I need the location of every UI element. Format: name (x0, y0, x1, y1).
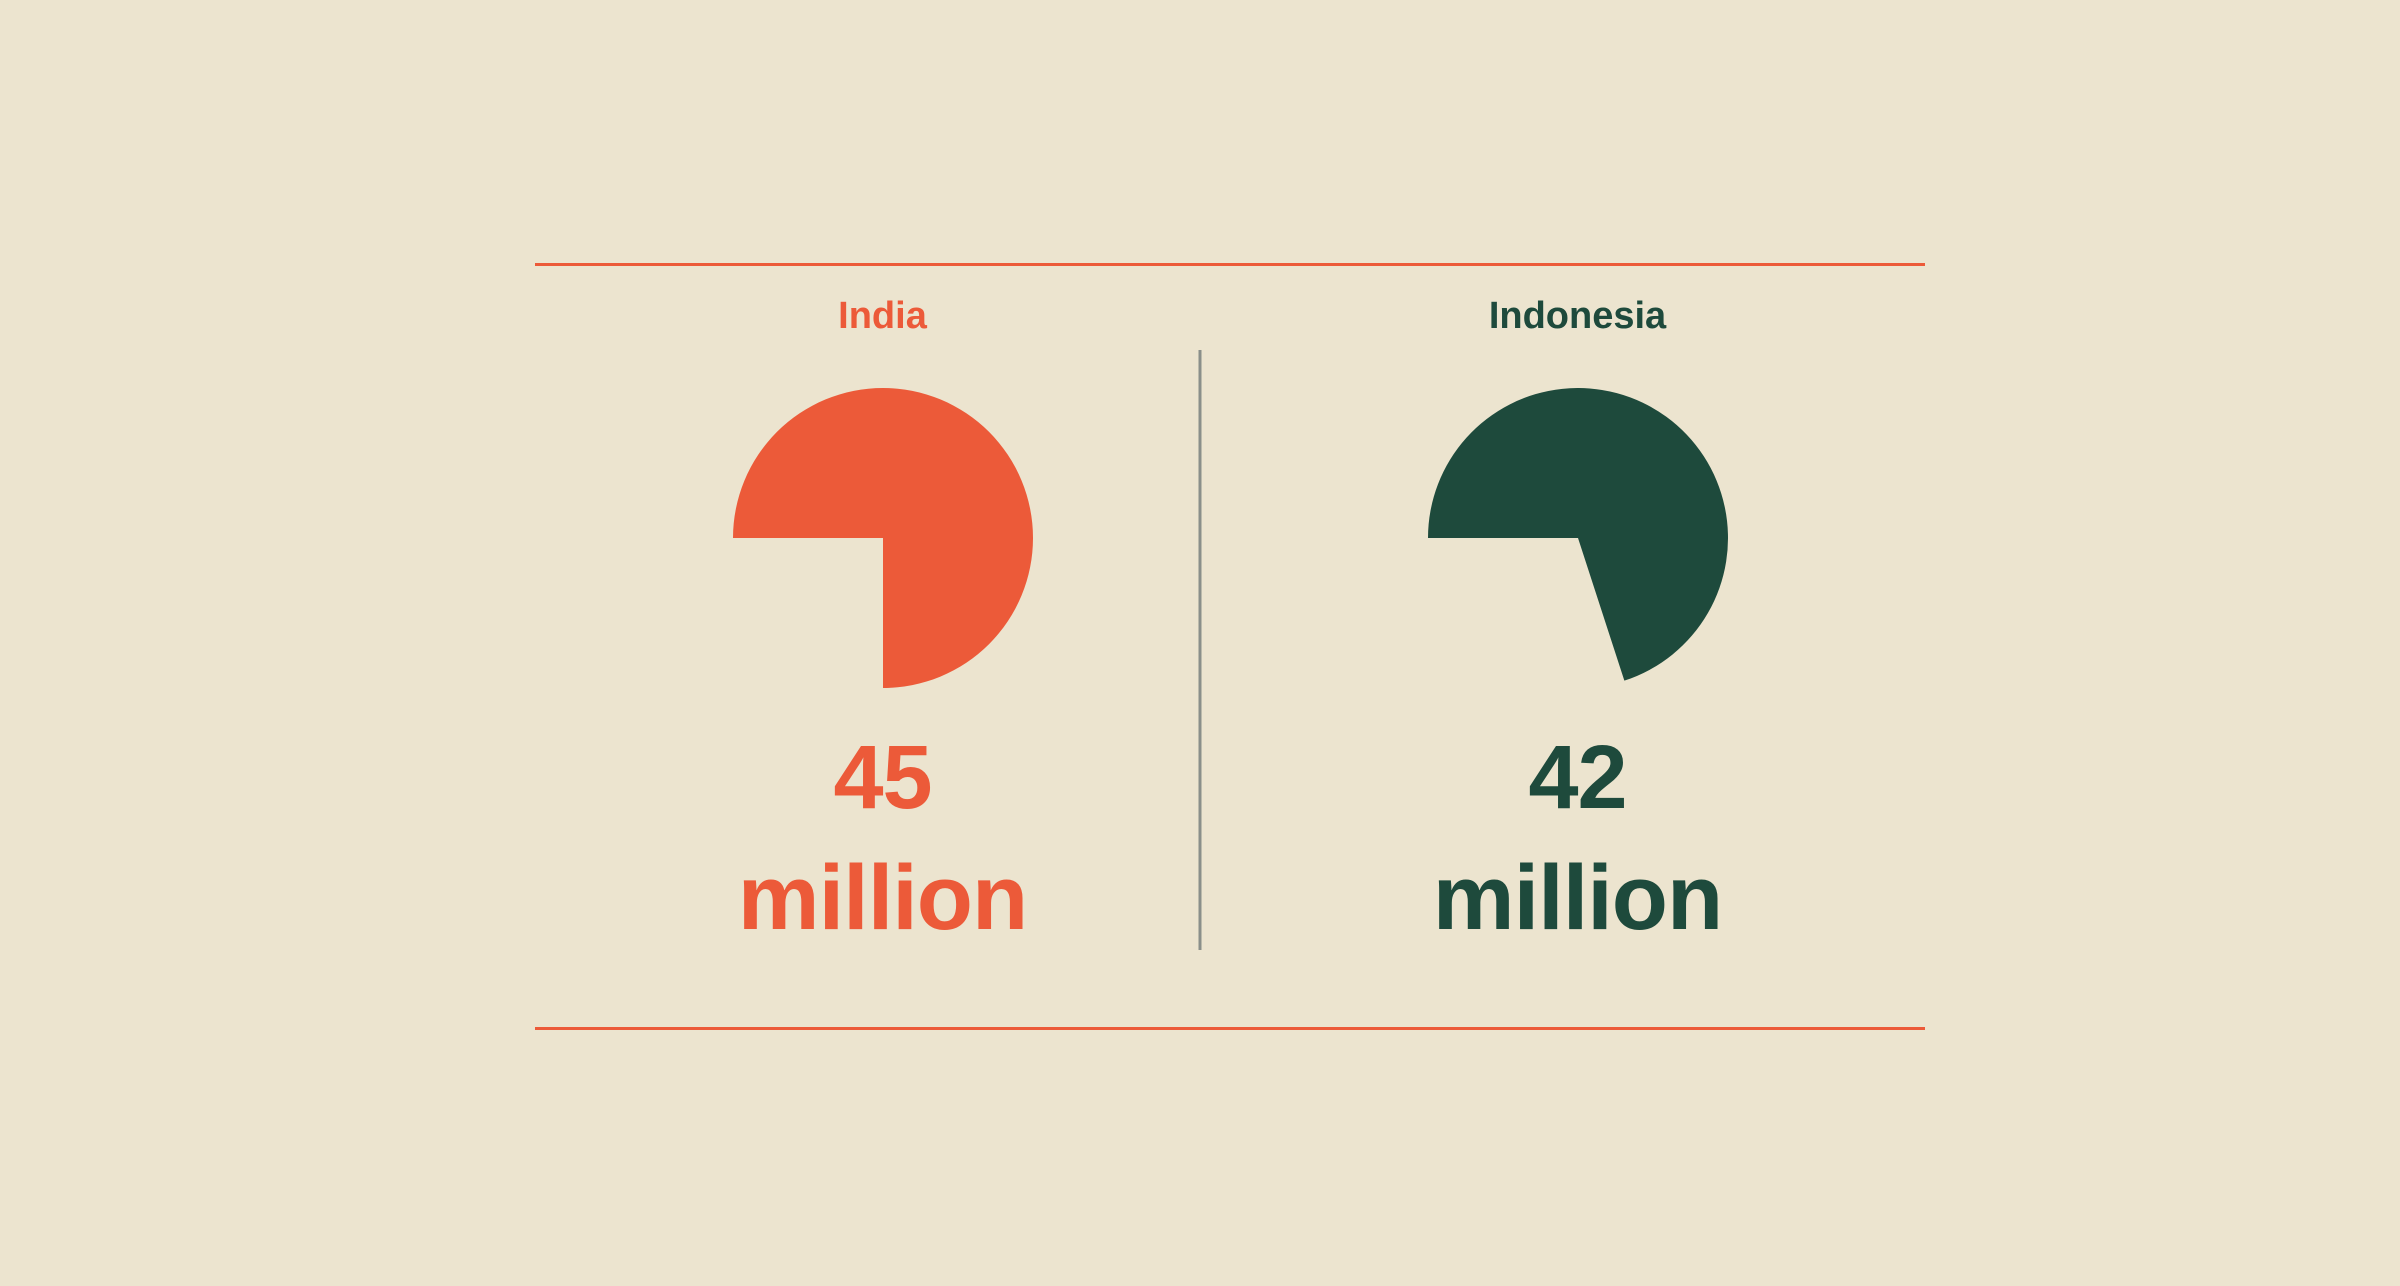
value-india: 45 million (738, 728, 1027, 950)
pie-indonesia-svg (1428, 388, 1728, 688)
panels-row: India 45 million Indonesia 42 million (535, 263, 1925, 1030)
value-indonesia: 42 million (1433, 728, 1722, 950)
value-unit-india: million (738, 847, 1027, 950)
bottom-rule (535, 1027, 1925, 1030)
pie-india-svg (733, 388, 1033, 688)
infographic-canvas: India 45 million Indonesia 42 million (440, 238, 1960, 1048)
pie-india (733, 388, 1033, 688)
value-unit-indonesia: million (1433, 847, 1722, 950)
panel-india: India 45 million (535, 263, 1230, 1030)
country-label-india: India (838, 295, 927, 338)
panel-indonesia: Indonesia 42 million (1230, 263, 1925, 1030)
pie-indonesia (1428, 388, 1728, 688)
value-number-india: 45 (738, 728, 1027, 829)
value-number-indonesia: 42 (1433, 728, 1722, 829)
country-label-indonesia: Indonesia (1489, 295, 1666, 338)
